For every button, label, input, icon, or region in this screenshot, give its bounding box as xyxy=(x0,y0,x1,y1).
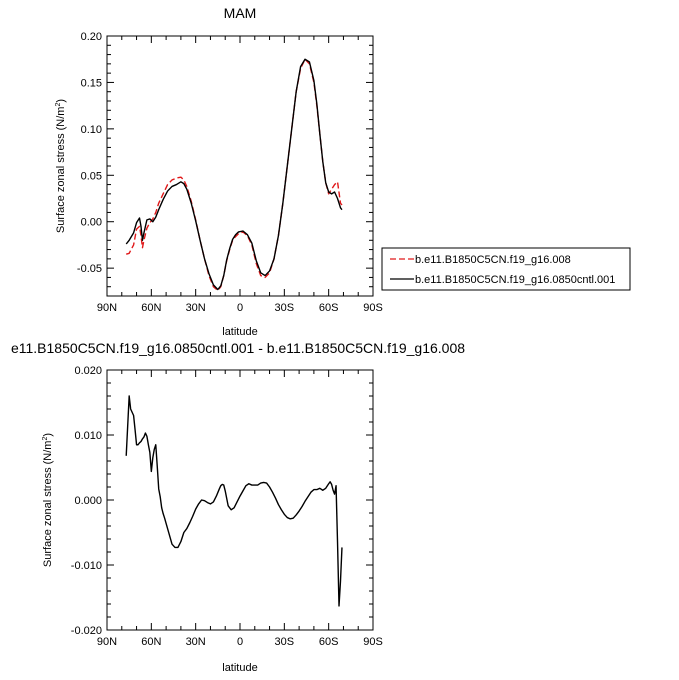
chart-top-y-tick-label: 0.05 xyxy=(81,170,102,182)
legend-label-series-1: b.e11.B1850C5CN.f19_g16.008 xyxy=(415,254,571,266)
chart-bottom-y-tick-label: -0.010 xyxy=(71,560,102,572)
chart-bottom: e11.B1850C5CN.f19_g16.0850cntl.001 - b.e… xyxy=(11,340,465,674)
chart-top-y-tick-label: 0.00 xyxy=(81,217,102,229)
legend: b.e11.B1850C5CN.f19_g16.008 b.e11.B1850C… xyxy=(381,247,631,291)
chart-top-x-tick-label: 30S xyxy=(275,302,295,314)
chart-bottom-y-tick-label: 0.010 xyxy=(74,430,102,442)
chart-top-y-axis-label: Surface zonal stress (N/m2) xyxy=(55,99,67,233)
chart-bottom-series-1-line xyxy=(125,395,343,607)
chart-top-y-tick-label: 0.20 xyxy=(81,31,102,43)
chart-bottom-x-tick-label: 30S xyxy=(275,636,295,648)
chart-top-title: MAM xyxy=(224,5,257,21)
chart-top-plot-area: 90N 60N 30N 0 30S 60S 90S -0.05 0.00 0.05 0.10 0.15… xyxy=(77,31,383,314)
chart-bottom-y-axis-label-sup: 2 xyxy=(42,437,49,441)
chart-top-frame xyxy=(106,35,374,297)
chart-bottom-title: e11.B1850C5CN.f19_g16.0850cntl.001 - b.e… xyxy=(11,340,465,356)
chart-top-y-tick-label: 0.10 xyxy=(81,124,102,136)
chart-bottom-plot-area: 90N 60N 30N 0 30S 60S 90S -0.020 -0.010 0.000 0.01… xyxy=(71,365,383,648)
chart-bottom-y-tick-label: 0.000 xyxy=(74,495,102,507)
chart-top-x-axis-label: latitude xyxy=(222,326,257,338)
chart-top-y-tick-label: 0.15 xyxy=(81,77,102,89)
chart-top: MAM 90N 60N 30N 0 30S 60S 90S -0.05 0.00 0.05 0.10… xyxy=(55,5,631,338)
legend-label-series-2: b.e11.B1850C5CN.f19_g16.0850cntl.001 xyxy=(415,274,615,286)
chart-bottom-x-tick-label: 60N xyxy=(141,636,161,648)
chart-bottom-y-tick-label: -0.020 xyxy=(71,625,102,637)
chart-top-x-tick-label: 90S xyxy=(363,302,383,314)
chart-top-y-axis-label-sup: 2 xyxy=(55,103,62,107)
chart-bottom-y-axis-label-close: ) xyxy=(42,433,54,437)
chart-top-x-tick-label: 90N xyxy=(97,302,117,314)
chart-top-y-tick-label: -0.05 xyxy=(77,263,102,275)
chart-bottom-x-tick-label: 0 xyxy=(237,636,243,648)
chart-bottom-x-tick-label: 30N xyxy=(186,636,206,648)
chart-bottom-y-axis-label-main: Surface zonal stress (N/m xyxy=(42,441,54,568)
legend-box xyxy=(381,247,631,291)
chart-bottom-y-tick-label: 0.020 xyxy=(74,365,102,377)
chart-bottom-x-tick-label: 90S xyxy=(363,636,383,648)
chart-bottom-y-axis-label: Surface zonal stress (N/m2) xyxy=(42,433,54,567)
chart-top-series-2-line xyxy=(125,58,343,291)
chart-top-x-tick-label: 60N xyxy=(141,302,161,314)
chart-top-x-tick-label: 0 xyxy=(237,302,243,314)
chart-top-y-axis-label-main: Surface zonal stress (N/m xyxy=(55,107,67,234)
chart-bottom-x-axis-label: latitude xyxy=(222,662,257,674)
chart-top-series-1-line xyxy=(126,58,343,292)
chart-bottom-x-tick-label: 60S xyxy=(319,636,339,648)
chart-top-x-tick-label: 60S xyxy=(319,302,339,314)
chart-top-x-tick-label: 30N xyxy=(186,302,206,314)
chart-bottom-x-tick-label: 90N xyxy=(97,636,117,648)
chart-top-y-axis-label-close: ) xyxy=(55,99,67,103)
chart-bottom-frame xyxy=(106,369,374,631)
